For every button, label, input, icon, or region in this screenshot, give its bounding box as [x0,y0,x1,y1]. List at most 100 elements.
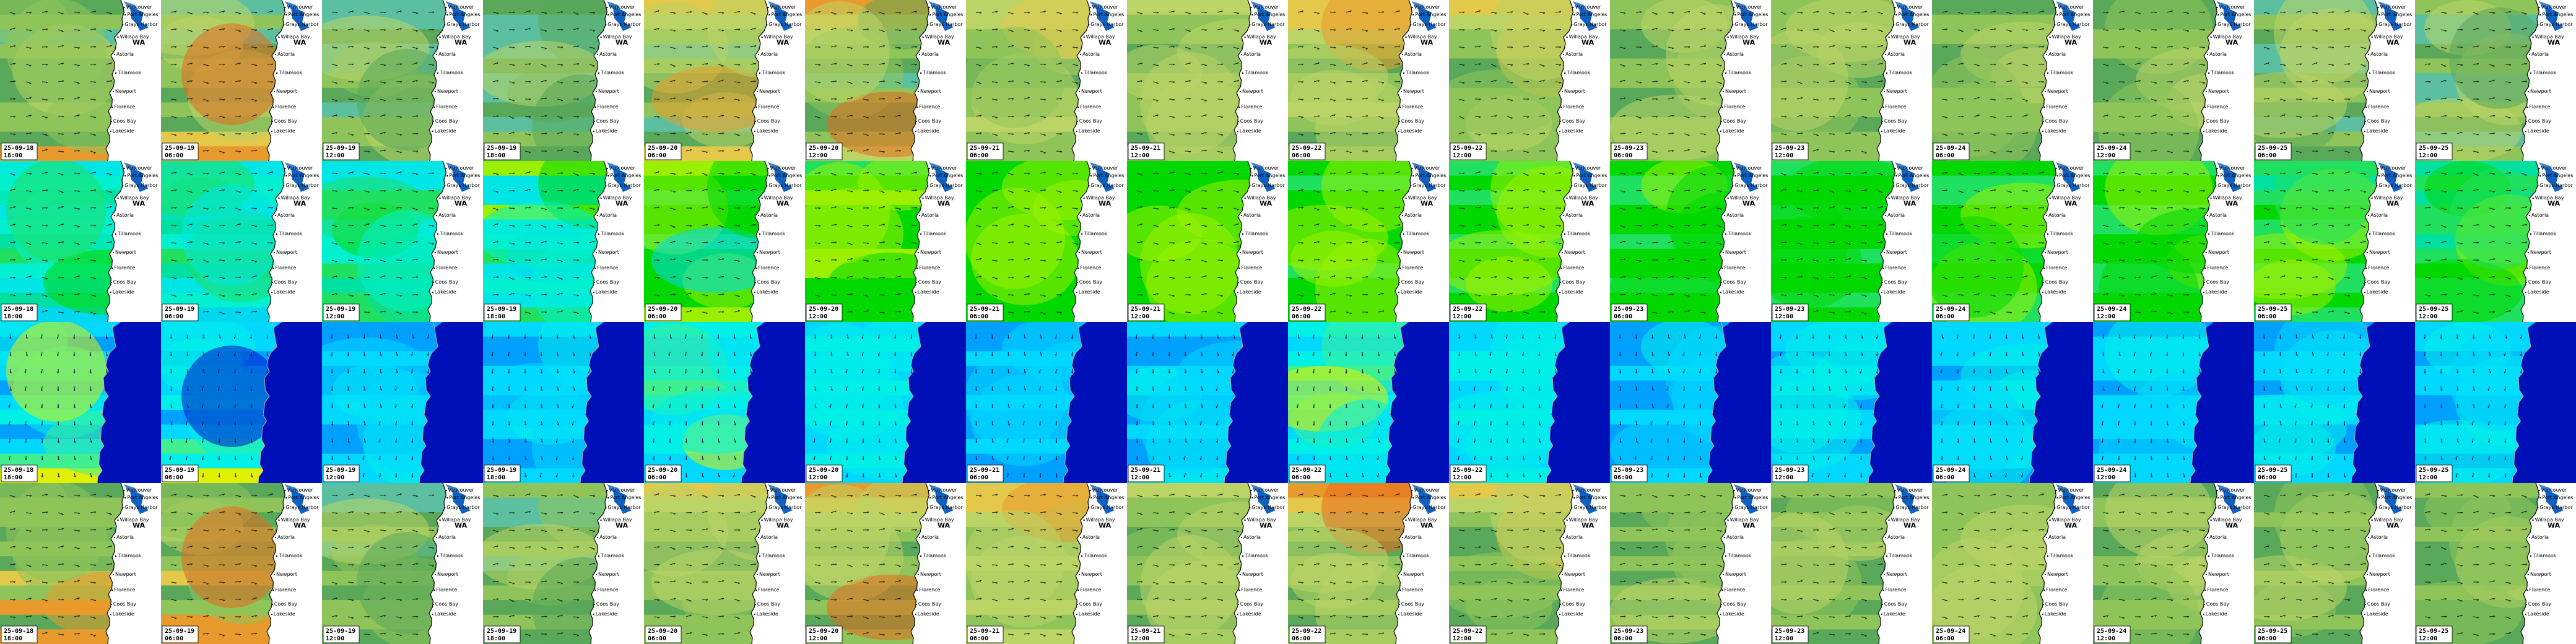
place-marker [436,54,437,55]
direction-arrow [2489,97,2495,100]
arrow-head [1849,191,1852,193]
arrow-head [1237,62,1239,64]
arrow-head [1028,97,1030,99]
arrow-head [1479,45,1481,48]
frame-date: 25-09-25 [2419,145,2448,152]
place-label: Willapa Bay [925,195,954,201]
land-area [911,161,966,322]
strait [607,1,620,9]
place-label: Willapa Bay [764,195,793,201]
land-area [428,0,483,161]
direction-arrow [718,79,724,82]
arrow-head [1817,149,1819,151]
place-marker [1734,14,1736,15]
state-label: WA [938,38,951,46]
place-marker [1724,54,1725,55]
arrow-head [1543,48,1545,50]
frame-time: 06:00 [970,313,988,320]
contour-blob [1140,213,1240,315]
arrow-head [110,45,112,47]
direction-arrow [2167,294,2173,297]
arrow-head [867,189,869,192]
arrow-head [1559,189,1562,192]
direction-arrow [750,45,756,48]
direction-arrow [2505,98,2511,101]
arrow-head [1962,206,1964,208]
arrow-head [1044,11,1046,13]
arrow-head [1028,293,1030,295]
direction-arrow [106,241,112,243]
arrow-head [352,46,354,48]
arrow-head [1881,241,1884,243]
arrow-head [561,172,564,175]
direction-arrow [846,133,853,134]
arrow-head [658,98,660,100]
arrow-head [1978,115,1980,116]
arrow-head [1527,28,1529,30]
arrow-head [78,191,80,193]
arrow-head [368,259,370,261]
arrow-head [1205,275,1207,277]
place-label: Lakeside [596,289,617,295]
arrow-head [2429,45,2431,48]
arrow-head [2525,14,2527,15]
arrow-head [78,293,80,295]
place-marker [927,24,929,25]
direction-arrow [1185,223,1191,226]
direction-arrow [814,28,821,30]
arrow-head [1865,11,1868,13]
direction-arrow [90,28,96,30]
arrow-head [1656,259,1658,261]
arrow-head [2154,100,2157,102]
direction-arrow [508,116,515,119]
arrow-head [2123,207,2125,209]
frame-time: 12:00 [1453,152,1471,159]
place-label: Vancouver [2058,4,2084,10]
frame-time: 06:00 [1292,152,1310,159]
place-marker [1405,198,1407,199]
arrow-head [658,80,660,83]
arrow-head [432,172,435,175]
map-tile: WA Vancouver Port Angeles Grays Harbor Willa… [0,161,161,322]
frame-time: 12:00 [2097,152,2115,159]
strait [1734,162,1747,170]
direction-arrow [58,12,64,14]
direction-arrow [1072,207,1079,209]
direction-arrow [1024,242,1030,245]
arrow-head [1237,241,1240,243]
place-label: Port Angeles [449,173,480,178]
direction-arrow [2263,223,2269,226]
arrow-head [1463,172,1465,175]
direction-arrow [2505,133,2511,136]
arrow-head [2461,131,2463,134]
place-marker [929,175,931,176]
direction-arrow [1362,173,1368,175]
arrow-head [1833,45,1835,47]
timestamp-box [806,142,843,160]
strait [124,1,137,9]
coastline [2037,161,2056,322]
place-marker [122,24,124,25]
arrow-head [1977,82,1980,84]
direction-arrow [1877,45,1883,48]
timestamp-box [645,303,682,321]
arrow-head [78,115,80,116]
arrow-head [416,80,419,82]
place-marker [123,7,125,8]
place-label: Vancouver [126,165,152,171]
arrow-head [980,133,982,134]
direction-arrow [734,11,740,13]
arrow-head [367,30,370,32]
direction-arrow [1040,311,1046,315]
direction-arrow [1829,242,1835,243]
arrow-head [1639,261,1642,263]
arrow-head [1012,116,1014,118]
state-label: WA [777,199,790,207]
direction-arrow [879,224,885,226]
arrow-head [1833,116,1835,118]
direction-arrow [1700,98,1707,100]
place-marker [1881,292,1882,293]
arrow-head [1801,12,1803,14]
puget-sound [1257,6,1276,31]
